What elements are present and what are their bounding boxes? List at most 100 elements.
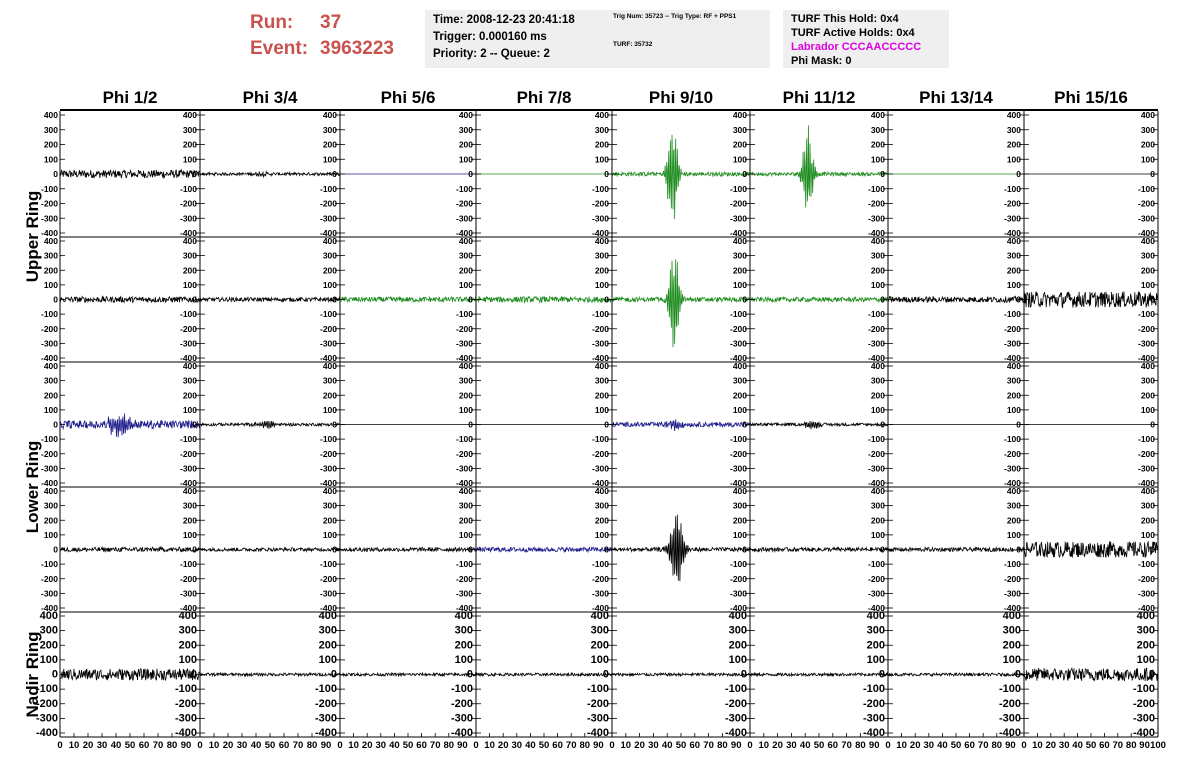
y-tick-label: 100 — [1007, 154, 1021, 164]
y-tick-label: 300 — [871, 376, 885, 386]
y-tick-label: -200 — [180, 449, 197, 459]
y-tick-label: -400 — [320, 228, 337, 238]
y-tick-label: 200 — [459, 515, 473, 525]
y-tick-label: 200 — [1137, 639, 1155, 651]
run-value: 37 — [320, 12, 342, 33]
x-tick-label: 70 — [841, 740, 852, 751]
y-tick-label: 0 — [742, 420, 747, 430]
y-tick-label: 200 — [44, 140, 58, 150]
column-title: Phi 7/8 — [517, 88, 572, 107]
y-tick-label: -200 — [41, 574, 58, 584]
y-tick-label: 200 — [591, 639, 609, 651]
y-tick-label: -300 — [1004, 463, 1021, 473]
x-tick-label: 60 — [552, 740, 563, 751]
waveform-trace — [887, 671, 1025, 678]
y-tick-label: 0 — [604, 169, 609, 179]
x-tick-label: 0 — [1021, 740, 1026, 751]
x-tick-label: 30 — [376, 740, 387, 751]
run-event-box: Run: 37 Event: 3963223 — [250, 10, 418, 62]
y-tick-label: 400 — [44, 236, 58, 246]
y-tick-label: 100 — [1007, 280, 1021, 290]
y-tick-label: 200 — [1007, 265, 1021, 275]
y-tick-label: 400 — [1141, 361, 1155, 371]
y-tick-label: 200 — [1141, 515, 1155, 525]
y-tick-label: -200 — [1004, 449, 1021, 459]
y-tick-label: 400 — [1007, 486, 1021, 496]
x-tick-label: 30 — [512, 740, 523, 751]
y-tick-label: -400 — [180, 603, 197, 613]
y-tick-label: -100 — [592, 434, 609, 444]
column-title: Phi 9/10 — [649, 88, 713, 107]
y-tick-label: 400 — [323, 110, 337, 120]
y-tick-label: 0 — [332, 545, 337, 555]
y-tick-label: 300 — [40, 625, 58, 637]
x-tick-label: 70 — [703, 740, 714, 751]
y-tick-label: 200 — [867, 639, 885, 651]
x-tick-label: 50 — [676, 740, 687, 751]
y-tick-label: 100 — [1137, 654, 1155, 666]
y-tick-label: 200 — [323, 140, 337, 150]
y-tick-label: 400 — [44, 486, 58, 496]
y-tick-label: 400 — [729, 610, 747, 622]
y-tick-label: -300 — [868, 213, 885, 223]
y-tick-label: -400 — [1004, 228, 1021, 238]
y-tick-label: 100 — [871, 154, 885, 164]
ring-label: Upper Ring — [23, 191, 42, 283]
y-tick-label: 200 — [595, 390, 609, 400]
y-tick-label: -100 — [999, 683, 1021, 695]
y-tick-label: 0 — [880, 295, 885, 305]
x-tick-label: 20 — [362, 740, 373, 751]
y-tick-label: 300 — [459, 501, 473, 511]
y-tick-label: 0 — [192, 169, 197, 179]
y-tick-label: 300 — [1007, 125, 1021, 135]
y-tick-label: -100 — [320, 309, 337, 319]
y-tick-label: -300 — [1133, 712, 1155, 724]
y-tick-label: 0 — [53, 295, 58, 305]
waveform-trace — [339, 671, 477, 678]
y-tick-label: -400 — [730, 603, 747, 613]
x-tick-label: 60 — [416, 740, 427, 751]
x-tick-label: 70 — [430, 740, 441, 751]
phi-mask-text: Phi Mask: 0 — [791, 55, 852, 67]
x-tick-label: 90 — [593, 740, 604, 751]
y-tick-label: 200 — [1141, 390, 1155, 400]
y-tick-label: 400 — [459, 486, 473, 496]
ring-label: Nadir Ring — [23, 632, 42, 718]
y-tick-label: -100 — [180, 434, 197, 444]
labrador-text: Labrador CCCAACCCCC — [791, 41, 922, 53]
y-tick-label: 0 — [741, 669, 747, 681]
y-tick-label: -100 — [41, 309, 58, 319]
y-tick-label: -200 — [180, 324, 197, 334]
y-tick-label: -300 — [1004, 213, 1021, 223]
x-tick-label: 80 — [167, 740, 178, 751]
y-tick-label: -400 — [320, 603, 337, 613]
y-tick-label: 400 — [1141, 236, 1155, 246]
y-tick-label: 200 — [455, 639, 473, 651]
y-tick-label: -200 — [1138, 324, 1155, 334]
y-tick-label: -200 — [730, 449, 747, 459]
y-tick-label: 300 — [595, 376, 609, 386]
waveform-trace — [200, 671, 341, 678]
x-tick-label: 10 — [1032, 740, 1043, 751]
waveform-trace — [611, 419, 751, 432]
y-tick-label: 200 — [733, 390, 747, 400]
y-tick-label: -200 — [180, 574, 197, 584]
x-tick-label: 10 — [484, 740, 495, 751]
y-tick-label: -300 — [180, 213, 197, 223]
turf-text: TURF: 35732 — [613, 41, 653, 48]
x-tick-label: 80 — [307, 740, 318, 751]
y-tick-label: -100 — [41, 184, 58, 194]
y-tick-label: 300 — [595, 251, 609, 261]
y-tick-label: -400 — [1138, 478, 1155, 488]
x-tick-label: 70 — [1113, 740, 1124, 751]
y-tick-label: 100 — [591, 654, 609, 666]
y-tick-label: 0 — [1150, 420, 1155, 430]
x-tick-label: 60 — [690, 740, 701, 751]
trig-num-box: Trig Num: 35723 -- Trig Type: RF + PPS1 … — [605, 10, 770, 68]
x-tick-label: 10 — [621, 740, 632, 751]
y-tick-label: -300 — [1138, 338, 1155, 348]
y-tick-label: -400 — [41, 353, 58, 363]
y-tick-label: 300 — [1141, 376, 1155, 386]
waveform-trace — [475, 295, 613, 304]
